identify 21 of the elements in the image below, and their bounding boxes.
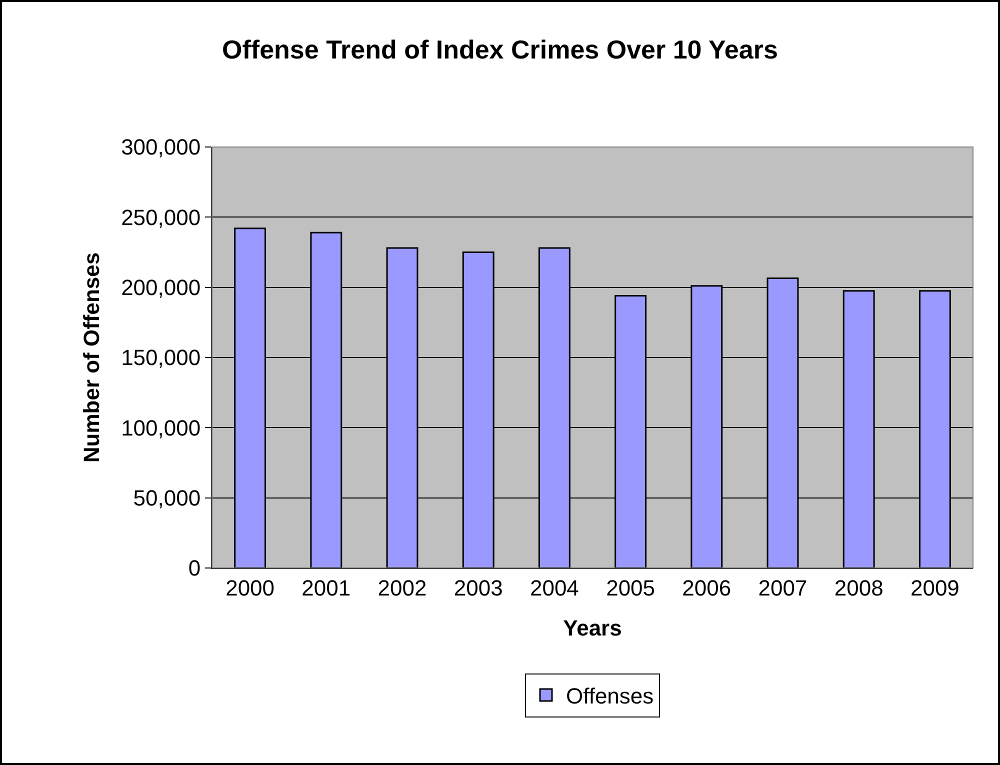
y-tick-label: 250,000 <box>121 204 201 230</box>
x-tick-label: 2008 <box>834 575 884 600</box>
x-tick-label: 2001 <box>302 575 351 600</box>
y-tick-label: 300,000 <box>121 134 201 160</box>
y-tick-label: 50,000 <box>133 486 201 511</box>
y-tick-label: 0 <box>188 556 201 581</box>
x-tick-label: 2007 <box>758 575 808 600</box>
y-axis-title: Number of Offenses <box>78 252 104 463</box>
x-tick-label: 2002 <box>378 575 427 600</box>
x-tick-label: 2000 <box>226 575 275 600</box>
chart-title: Offense Trend of Index Crimes Over 10 Years <box>222 34 778 64</box>
legend-label: Offenses <box>566 684 654 709</box>
x-tick-label: 2004 <box>530 575 579 600</box>
x-tick-label: 2005 <box>606 575 656 600</box>
x-tick-label: 2003 <box>454 575 503 600</box>
y-tick-label: 100,000 <box>121 415 201 440</box>
x-tick-label: 2006 <box>682 575 732 600</box>
y-tick-label: 200,000 <box>121 275 201 300</box>
x-axis-title: Years <box>563 615 622 640</box>
x-tick-label: 2009 <box>910 575 960 600</box>
y-tick-label: 150,000 <box>121 345 201 370</box>
